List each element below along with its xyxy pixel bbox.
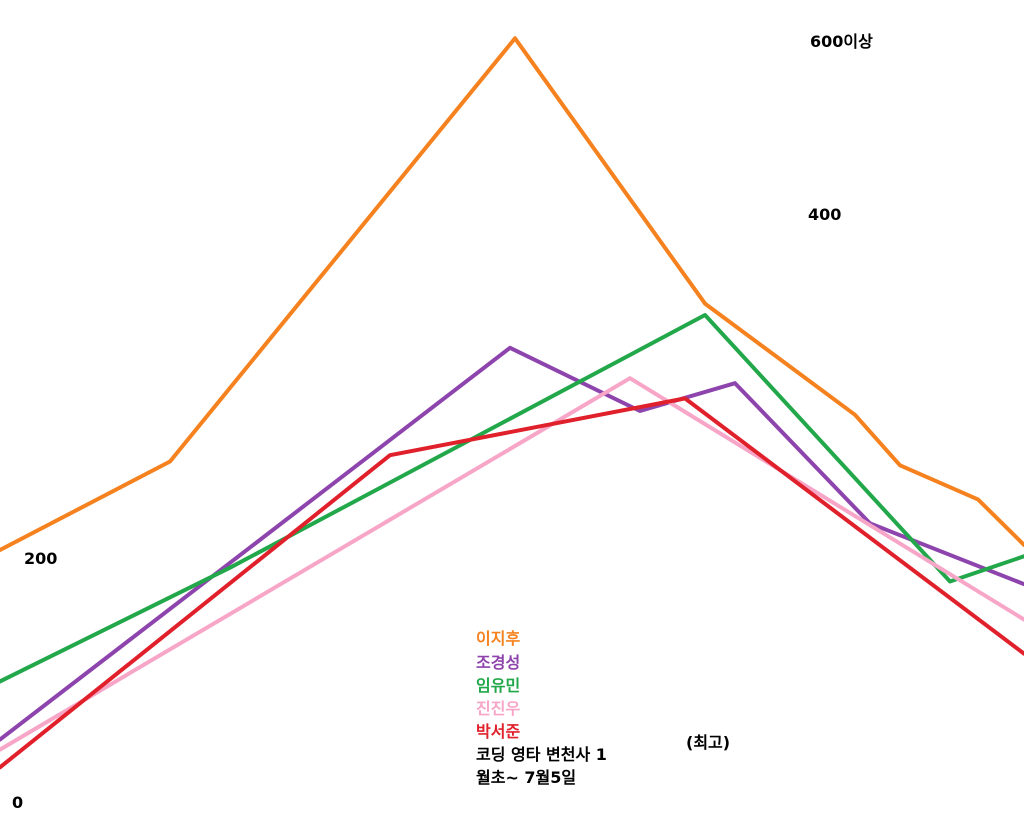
legend-item-조경성: 조경성 xyxy=(476,653,521,672)
series-line-조경성 xyxy=(0,345,1024,742)
caption-line-2: 월초~ 7월5일 xyxy=(476,768,577,787)
series-line-이지후 xyxy=(0,36,1024,552)
y-tick-label-400: 400 xyxy=(808,205,842,224)
peak-annotation: (최고) xyxy=(686,733,731,752)
series-line-박서준 xyxy=(0,396,1024,770)
legend-item-임유민: 임유민 xyxy=(476,676,521,695)
series-line-임유민 xyxy=(0,313,1024,684)
caption-line-1: 코딩 영타 변천사 1 xyxy=(476,745,607,764)
legend-item-박서준: 박서준 xyxy=(476,722,521,741)
y-tick-label-200: 200 xyxy=(24,549,58,568)
y-tick-label-0: 0 xyxy=(12,793,24,812)
legend-item-이지후: 이지후 xyxy=(476,629,521,648)
series-line-진진우 xyxy=(0,376,1024,752)
y-tick-label-600: 600이상 xyxy=(810,32,873,51)
series-lines xyxy=(0,36,1024,770)
legend-item-진진우: 진진우 xyxy=(476,699,521,718)
